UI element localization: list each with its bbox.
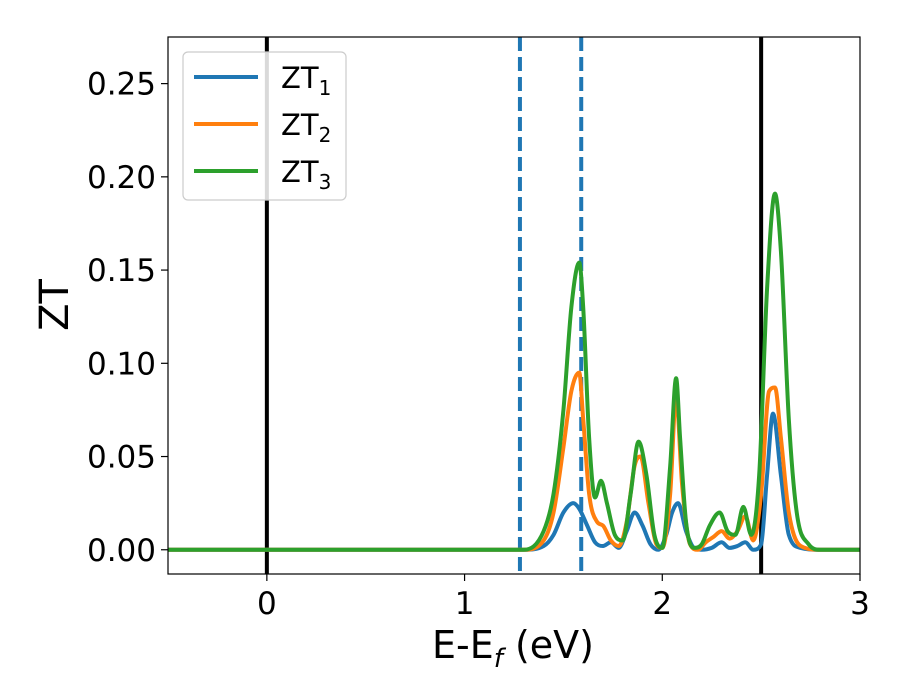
legend-box	[182, 51, 347, 201]
legend-label-zt3: ZT3	[281, 155, 331, 194]
y-axis-label: ZT	[32, 279, 78, 331]
legend-label-main: ZT	[281, 61, 319, 95]
plot-frame	[167, 36, 861, 575]
legend-label-subscript: 3	[319, 170, 332, 194]
x-axis-label: E-Ef (eV)	[432, 623, 594, 674]
x-tick-label-0: 0	[257, 586, 277, 622]
x-axis-label-unit: (eV)	[503, 623, 594, 667]
legend-label-main: ZT	[281, 108, 319, 142]
series-line-zt3	[168, 191, 860, 552]
legend-label-subscript: 1	[319, 76, 332, 100]
x-tick-label-2: 2	[652, 586, 672, 622]
y-tick-label-0.10: 0.10	[87, 346, 156, 382]
y-axis-ticks: 0.00 0.05 0.10 0.15 0.20 0.25	[87, 67, 168, 569]
x-tick-label-1: 1	[455, 586, 475, 622]
legend-label-zt1: ZT1	[281, 61, 331, 100]
legend-label-zt2: ZT2	[281, 108, 331, 147]
legend-label-main: ZT	[281, 155, 319, 189]
y-tick-label-0.00: 0.00	[87, 533, 156, 569]
series-line-zt1	[168, 411, 860, 552]
plot-area	[167, 36, 861, 575]
x-tick-label-3: 3	[850, 586, 870, 622]
y-tick-label-0.05: 0.05	[87, 440, 156, 476]
x-axis-label-main: E-E	[432, 623, 494, 667]
x-axis-ticks: 0 1 2 3	[257, 574, 870, 622]
legend-label-subscript: 2	[319, 123, 332, 147]
y-tick-label-0.20: 0.20	[87, 160, 156, 196]
y-tick-label-0.15: 0.15	[87, 253, 156, 289]
y-tick-label-0.25: 0.25	[87, 67, 156, 103]
